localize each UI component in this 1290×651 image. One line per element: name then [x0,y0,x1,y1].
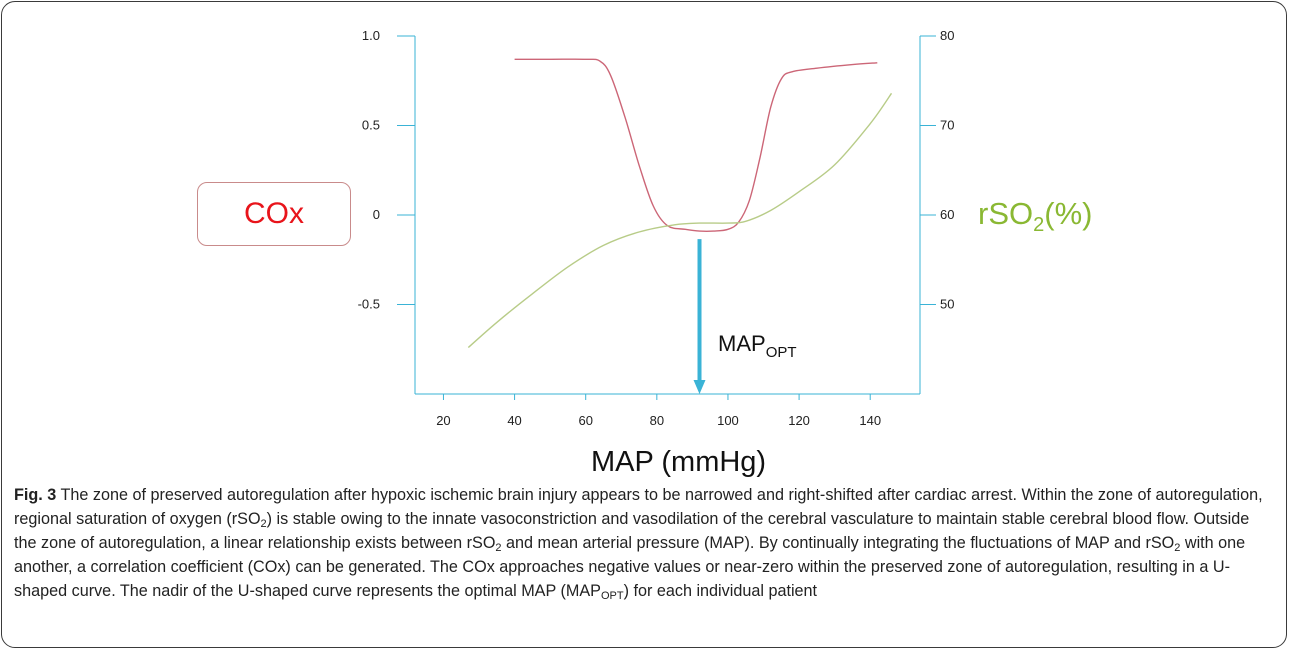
right-tick-label: 50 [940,297,954,312]
x-tick-label: 20 [436,413,450,428]
marker-layer [693,239,706,394]
right-axis-label-main: rSO [978,196,1034,231]
chart: 1.0 0.5 0 -0.5 80 70 60 50 20 40 60 80 100 120 140 [358,28,955,428]
x-tick-label: 100 [717,413,739,428]
x-tick-label: 140 [859,413,881,428]
cox-curve [514,58,878,233]
figure-caption: Fig. 3 The zone of preserved autoregulat… [14,483,1276,603]
marker-label-sub: OPT [765,344,797,361]
caption-text: with one another, a correlation coeffici… [14,534,1246,600]
left-tick-label: 1.0 [362,28,380,43]
x-tick-label: 40 [507,413,521,428]
ticks: 1.0 0.5 0 -0.5 80 70 60 50 20 40 60 80 100 120 140 [358,28,955,428]
left-tick-label: 0 [373,207,380,222]
rso2-curve [467,92,893,349]
caption-text: ) is stable owing to the innate vasocons… [14,510,1250,552]
left-axis-label-box: COx [197,182,351,246]
left-tick-label: -0.5 [358,297,380,312]
right-axis-label-suffix: (%) [1044,196,1093,231]
caption-sub: 2 [1174,542,1181,554]
caption-sub: 2 [495,542,502,554]
optimal-map-arrow-head [693,380,706,394]
series-layer [467,58,893,349]
caption-text: The zone of preserved autoregulation aft… [14,486,1263,528]
marker-label-main: MAP [718,331,766,356]
caption-text: ) for each individual patient [623,582,818,600]
right-axis-label-sub: 2 [1033,214,1045,236]
right-tick-label: 70 [940,118,954,133]
marker-label: MAPOPT [718,331,797,361]
axes [414,36,921,395]
right-axis-label: rSO2(%) [978,196,1092,237]
caption-fig-label: Fig. 3 [14,486,57,504]
x-tick-label: 60 [578,413,592,428]
left-axis-label: COx [244,197,304,230]
x-tick-label: 80 [650,413,664,428]
right-tick-label: 80 [940,28,954,43]
left-tick-label: 0.5 [362,118,380,133]
caption-sub: 2 [260,518,267,530]
caption-text: and mean arterial pressure (MAP). By con… [501,534,1175,552]
x-axis-label: MAP (mmHg) [591,446,767,478]
caption-sub: OPT [600,590,624,602]
x-tick-label: 120 [788,413,810,428]
right-tick-label: 60 [940,207,954,222]
